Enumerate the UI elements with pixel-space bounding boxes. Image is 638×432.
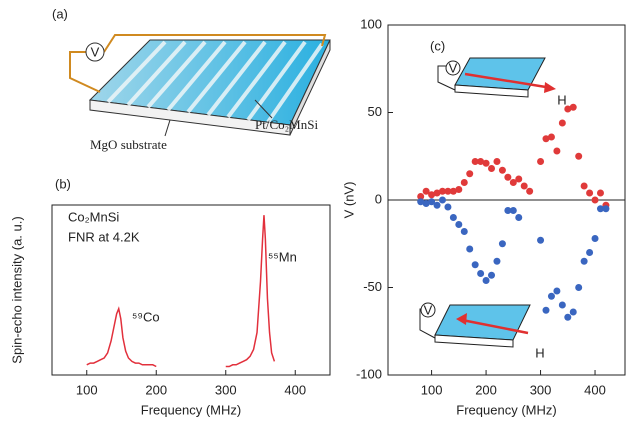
annotation: V (424, 302, 433, 317)
data-point (570, 104, 577, 111)
data-point (586, 249, 593, 256)
data-point (581, 183, 588, 190)
substrate-label: MgO substrate (90, 137, 167, 152)
x-tick-label: 200 (475, 382, 497, 397)
data-point (526, 188, 533, 195)
x-tick-label: 400 (584, 382, 606, 397)
data-point (472, 261, 479, 268)
data-point (461, 179, 468, 186)
data-point (493, 258, 500, 265)
data-point (444, 204, 451, 211)
x-tick-label: 300 (530, 382, 552, 397)
annotation: ⁵⁵Mn (268, 249, 297, 264)
x-tick-label: 100 (76, 382, 98, 397)
data-point (466, 246, 473, 253)
data-point (564, 314, 571, 321)
data-point (450, 214, 457, 221)
y-axis-label: Spin-echo intensity (a. u.) (9, 216, 24, 363)
data-point (543, 307, 550, 314)
data-point (455, 186, 462, 193)
data-point (510, 207, 517, 214)
data-point (499, 167, 506, 174)
annotation: Co₂MnSi (68, 209, 119, 224)
x-axis-label: Frequency (MHz) (456, 402, 556, 417)
inset-film (435, 305, 530, 340)
data-point (488, 165, 495, 172)
x-tick-label: 300 (215, 382, 237, 397)
panel-label: (a) (52, 6, 68, 21)
x-tick-label: 100 (421, 382, 443, 397)
data-point (553, 288, 560, 295)
leader (165, 120, 170, 136)
data-point (477, 270, 484, 277)
data-point (455, 221, 462, 228)
data-point (504, 174, 511, 181)
data-point (597, 190, 604, 197)
data-point (553, 148, 560, 155)
data-point (515, 214, 522, 221)
x-tick-label: 200 (145, 382, 167, 397)
inset-bottom (420, 303, 530, 347)
y-tick-label: -50 (363, 279, 382, 294)
data-point (461, 228, 468, 235)
data-point (488, 272, 495, 279)
data-point (570, 309, 577, 316)
data-point (575, 153, 582, 160)
x-tick-label: 400 (284, 382, 306, 397)
data-point (466, 170, 473, 177)
y-tick-label: 100 (360, 16, 382, 31)
y-axis-label: V (nV) (341, 182, 356, 219)
y-tick-label: 50 (368, 104, 382, 119)
figure: (a) V MgO substrate Pt/Co₂MnSi 100 200 300… (0, 0, 638, 427)
data-point (581, 258, 588, 265)
annotation: H (535, 345, 544, 360)
annotation: ⁵⁹Co (132, 309, 160, 324)
data-point (586, 190, 593, 197)
y-tick-label: -100 (356, 366, 382, 381)
data-point (602, 205, 609, 212)
data-point (537, 237, 544, 244)
data-point (559, 302, 566, 309)
voltmeter-label: V (91, 44, 100, 59)
data-point (548, 134, 555, 141)
annotation: FNR at 4.2K (68, 229, 140, 244)
data-point (499, 240, 506, 247)
data-point (493, 158, 500, 165)
data-point (575, 284, 582, 291)
data-point (537, 158, 544, 165)
panel-label: (c) (430, 38, 445, 53)
panel-label: (b) (55, 176, 71, 191)
x-axis-label: Frequency (MHz) (141, 402, 241, 417)
arrowhead (544, 82, 556, 93)
data-point (434, 202, 441, 209)
data-point (521, 183, 528, 190)
film-label: Pt/Co₂MnSi (255, 117, 318, 132)
page: (a) V MgO substrate Pt/Co₂MnSi 100 200 300… (0, 0, 638, 432)
annotation: V (449, 60, 458, 75)
data-point (559, 120, 566, 127)
y-tick-label: 0 (375, 191, 382, 206)
data-point (548, 293, 555, 300)
data-point (592, 197, 599, 204)
data-point (483, 160, 490, 167)
data-point (592, 235, 599, 242)
data-point (515, 176, 522, 183)
data-point (439, 197, 446, 204)
annotation: H (557, 92, 566, 107)
data-point (483, 277, 490, 284)
